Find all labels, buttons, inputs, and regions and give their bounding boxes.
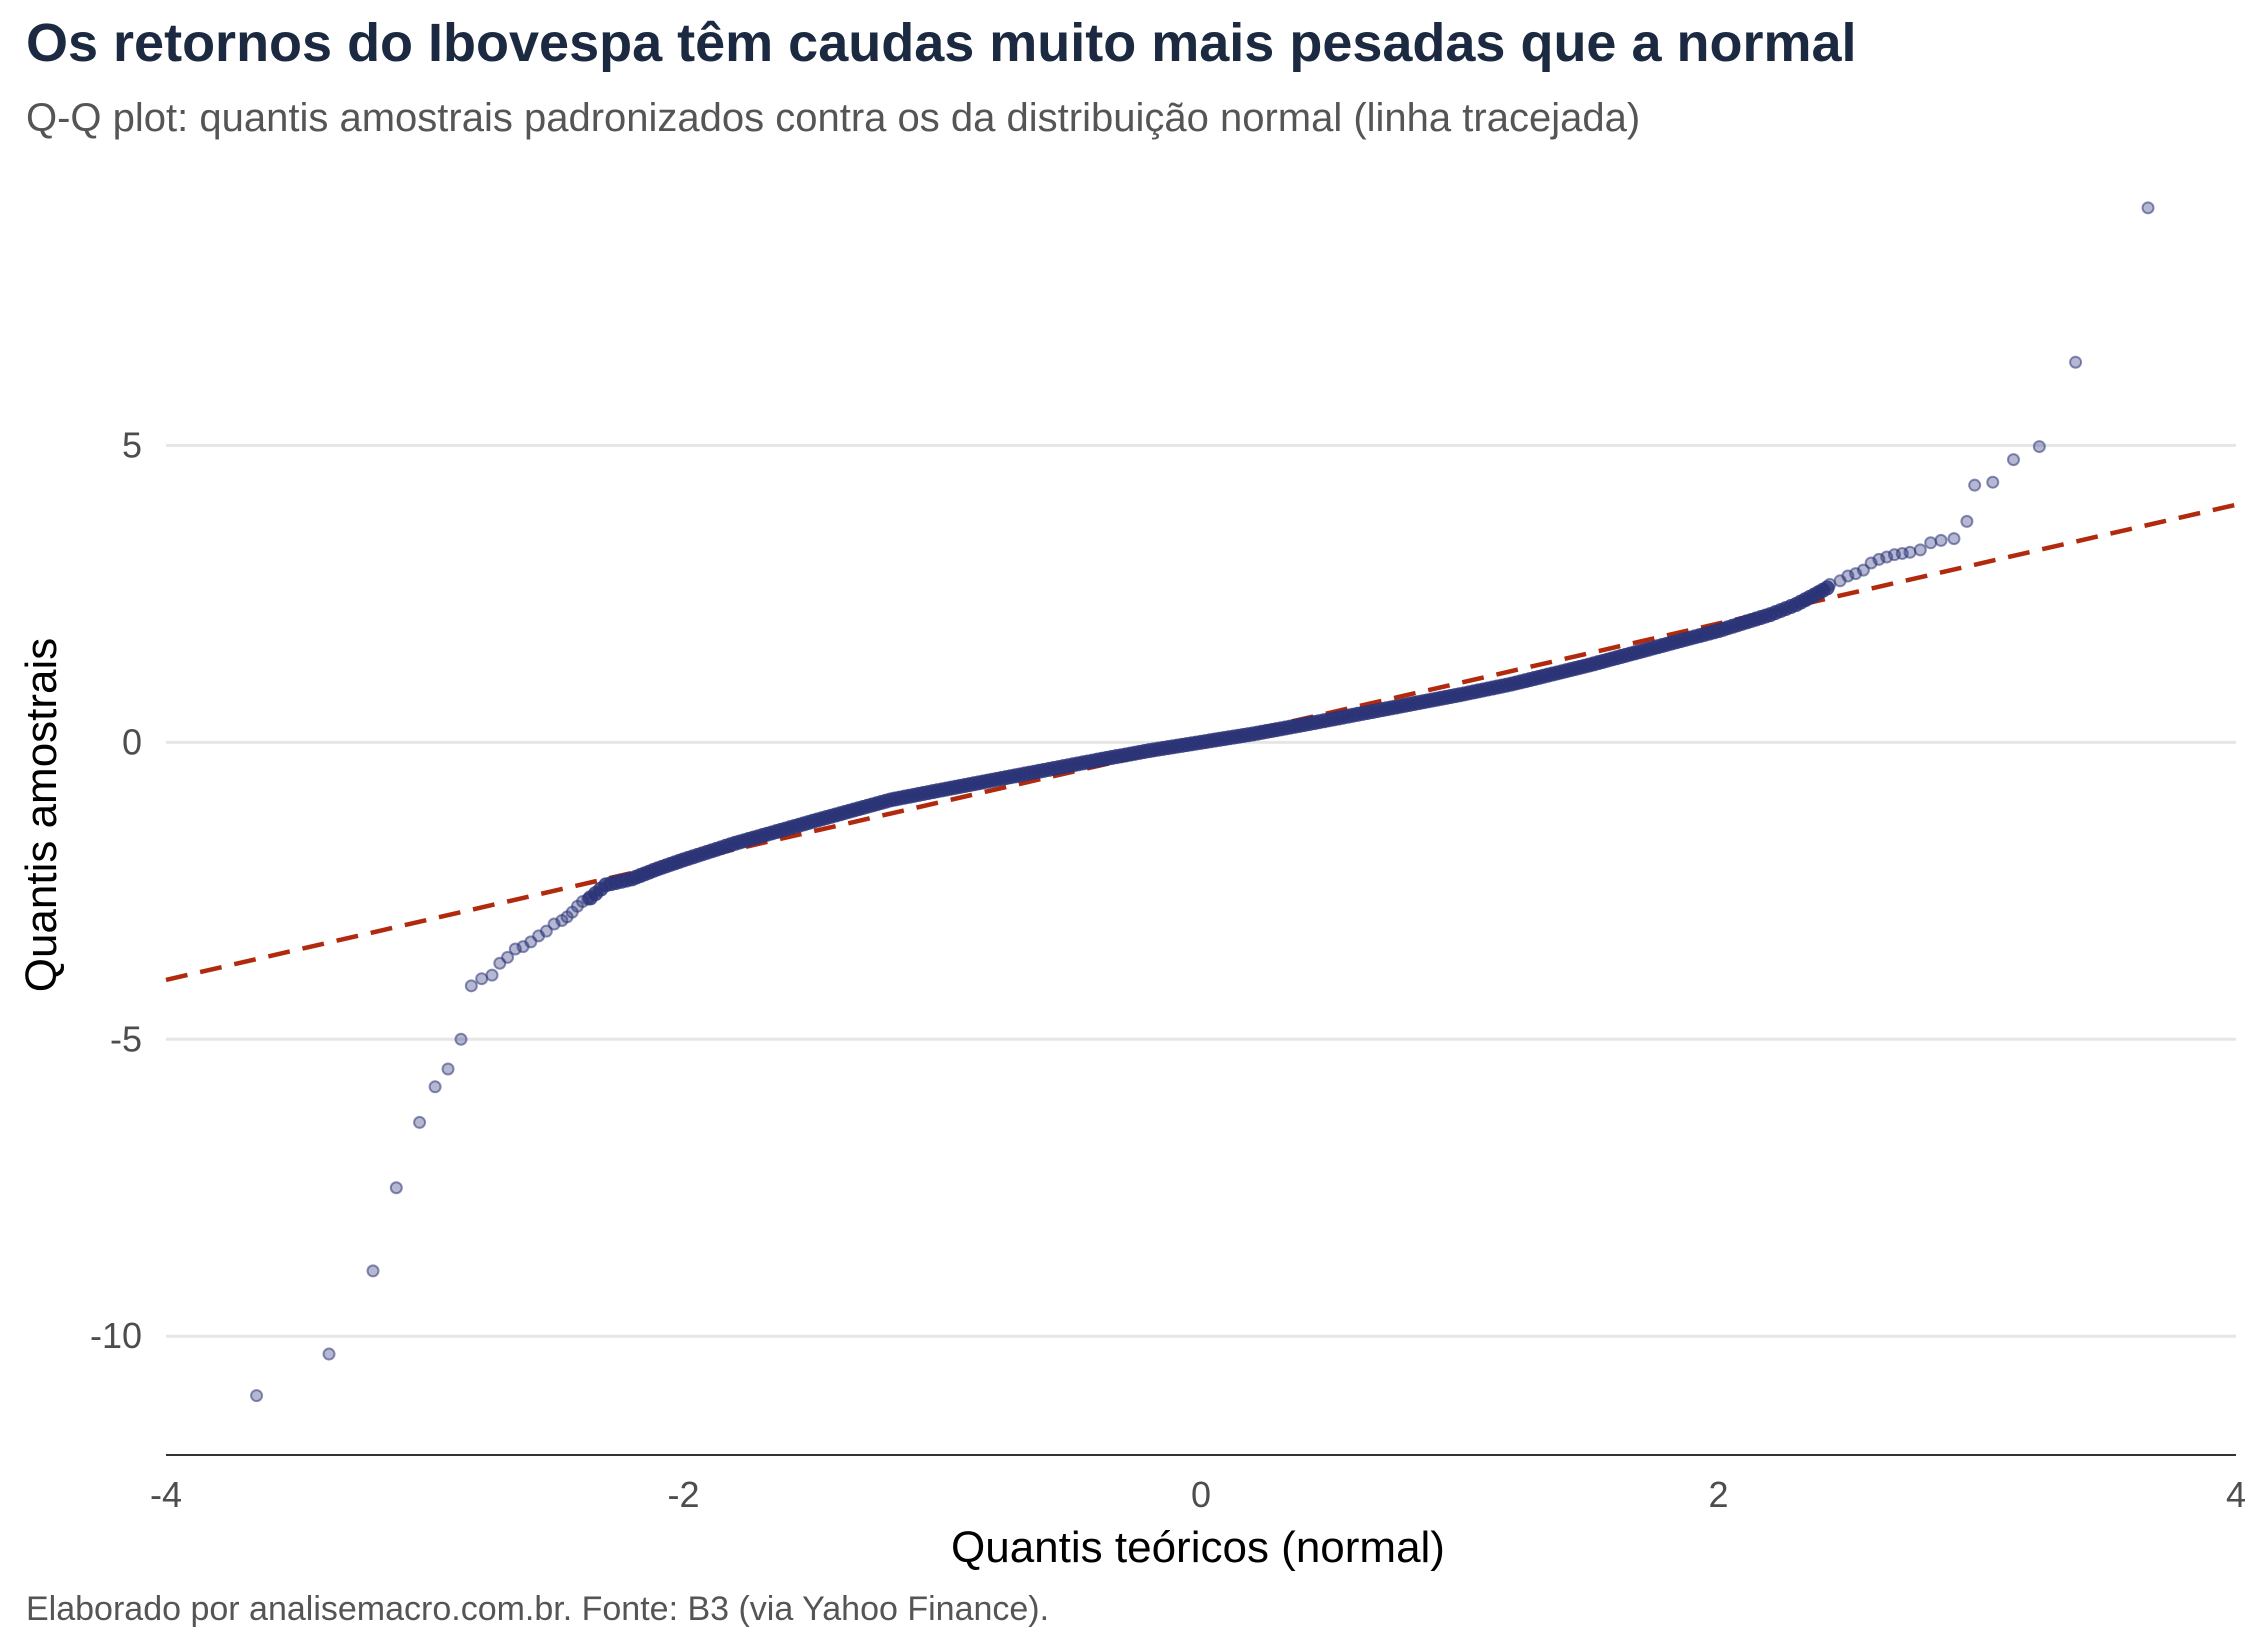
qq-point (441, 1062, 455, 1076)
qq-point (1823, 577, 1837, 591)
axes: -10 -5 0 5 -4 -2 0 2 4 (90, 424, 2246, 1515)
qq-point (2032, 440, 2046, 454)
qq-point (1856, 563, 1870, 577)
qq-point (322, 1347, 336, 1361)
qq-point (454, 1032, 468, 1046)
qq-point (1913, 543, 1927, 557)
chart-subtitle: Q-Q plot: quantis amostrais padronizados… (26, 96, 1641, 140)
qq-point (475, 972, 489, 986)
x-tick-label: 2 (1708, 1474, 1728, 1515)
points-layer (250, 201, 2155, 1403)
qq-point (485, 968, 499, 982)
qq-point (2141, 201, 2155, 215)
qq-point (1924, 536, 1938, 550)
y-tick-label: -10 (90, 1315, 142, 1356)
chart-title: Os retornos do Ibovespa têm caudas muito… (26, 13, 1857, 73)
qq-point (1986, 475, 2000, 489)
qq-point (366, 1264, 380, 1278)
gridlines (166, 443, 2236, 1338)
x-tick-label: -2 (667, 1474, 699, 1515)
qq-point (1960, 514, 1974, 528)
qq-point (2069, 355, 2083, 369)
qq-point (581, 892, 595, 906)
qq-point (464, 979, 478, 993)
qq-point (1903, 545, 1917, 559)
x-tick-label: 0 (1191, 1474, 1211, 1515)
y-axis-title: Quantis amostrais (17, 638, 66, 993)
qq-point (1947, 532, 1961, 546)
y-tick-label: 0 (122, 721, 142, 762)
x-axis-title: Quantis teóricos (normal) (951, 1523, 1445, 1572)
x-tick-label: -4 (150, 1474, 182, 1515)
qq-point (250, 1389, 264, 1403)
qq-point (501, 950, 515, 964)
y-tick-label: -5 (110, 1018, 142, 1059)
qq-point (428, 1080, 442, 1094)
y-tick-label: 5 (122, 424, 142, 465)
qq-point (1934, 533, 1948, 547)
qq-point (539, 924, 553, 938)
qq-point (389, 1181, 403, 1195)
chart-caption: Elaborado por analisemacro.com.br. Fonte… (26, 1590, 1050, 1628)
x-tick-label: 4 (2226, 1474, 2246, 1515)
qq-point (1968, 478, 1982, 492)
qq-point (413, 1115, 427, 1129)
qq-point (2006, 453, 2020, 467)
